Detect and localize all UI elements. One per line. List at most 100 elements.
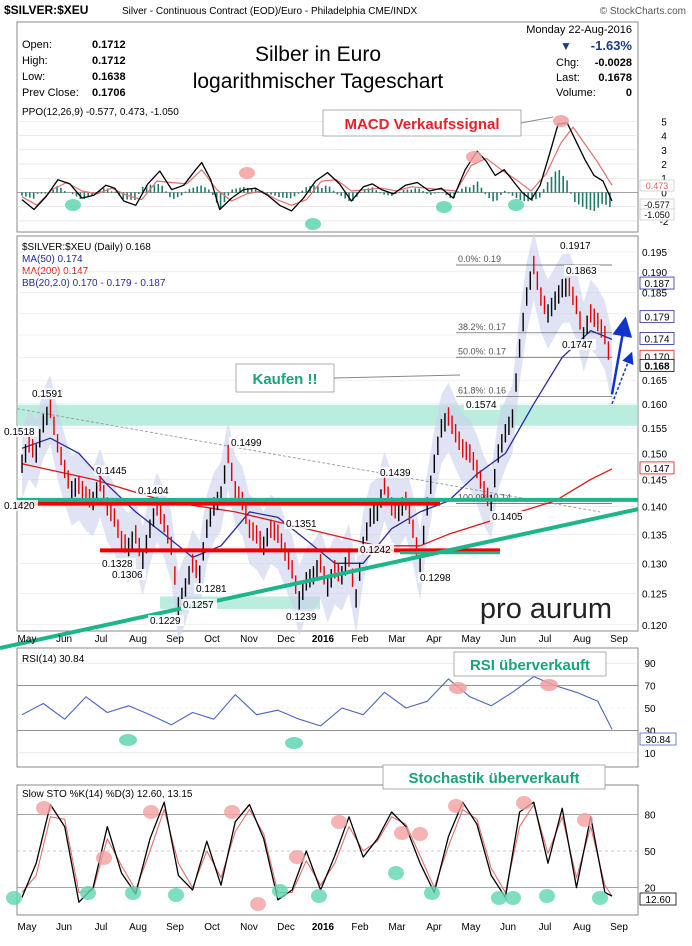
ppo-histogram-bar (485, 192, 487, 194)
price-label: 0.1242 (360, 545, 391, 556)
price-tick-label: 0.150 (642, 449, 667, 460)
ppo-histogram-bar (383, 192, 385, 194)
price-x-tick-label: Jul (539, 634, 552, 645)
ppo-histogram-bar (193, 188, 195, 193)
ppo-histogram-bar (302, 191, 304, 193)
price-label: 0.1439 (380, 468, 411, 479)
macd-annotation-text: MACD Verkaufssignal (344, 116, 499, 133)
ppo-histogram-bar (25, 192, 27, 196)
price-label: 0.1863 (566, 266, 597, 277)
ppo-histogram-bar (282, 192, 284, 197)
price-tick-label: 0.130 (642, 559, 667, 570)
ppo-highlight-marker (508, 199, 524, 211)
ppo-histogram-bar (286, 192, 288, 198)
ppo-histogram-bar (605, 192, 607, 204)
price-label: 0.1257 (183, 600, 214, 611)
sto-highlight-oversold (505, 891, 521, 905)
ppo-histogram-bar (562, 176, 564, 193)
price-label: 0.1239 (286, 612, 317, 623)
ppo-histogram-bar (586, 192, 588, 208)
pct-change: -1.63% (591, 38, 633, 53)
ppo-histogram-bar (488, 192, 490, 198)
ppo-tick-label: 2 (661, 160, 667, 171)
sto-highlight-overbought (448, 799, 464, 813)
ppo-histogram-bar (543, 189, 545, 193)
ppo-histogram-bar (278, 192, 280, 197)
ppo-histogram-bar (181, 192, 183, 195)
ppo-histogram-bar (547, 182, 549, 193)
sto-highlight-oversold (388, 866, 404, 880)
ppo-histogram-bar (558, 170, 560, 193)
chg-value: -0.0028 (595, 57, 632, 69)
sto-highlight-oversold (125, 886, 141, 900)
sto-highlight-overbought (36, 801, 52, 815)
ppo-histogram-bar (512, 192, 514, 195)
sto-highlight-overbought (331, 815, 347, 829)
sto-x-tick-label: Oct (204, 922, 220, 933)
ppo-histogram-bar (539, 192, 541, 197)
header-source: © StockCharts.com (600, 6, 686, 17)
ppo-histogram-bar (461, 189, 463, 193)
fib-level-label: 38.2%: 0.17 (458, 322, 506, 332)
ppo-histogram-bar (570, 192, 572, 193)
ppo-histogram-bar (329, 187, 331, 193)
sto-highlight-oversold (539, 889, 555, 903)
sto-x-tick-label: Apr (426, 922, 442, 933)
chg-label: Chg: (556, 57, 579, 69)
ppo-histogram-bar (434, 192, 436, 193)
price-label: 0.1404 (138, 486, 169, 497)
ppo-histogram-bar (430, 192, 432, 194)
ppo-histogram-bar (500, 192, 502, 195)
sto-highlight-overbought (394, 826, 410, 840)
ppo-histogram-bar (387, 192, 389, 195)
sto-tick-label: 50 (644, 847, 656, 858)
ppo-histogram-bar (516, 192, 518, 198)
price-x-tick-label: Jun (500, 634, 516, 645)
rsi-value-label: 30.84 (645, 735, 670, 746)
price-tick-label: 0.140 (642, 502, 667, 513)
ppo-histogram-bar (185, 192, 187, 193)
volume-value: 0 (626, 87, 632, 99)
ppo-histogram-bar (235, 189, 237, 193)
price-label: 0.1351 (286, 519, 317, 530)
ppo-histogram-bar (465, 187, 467, 193)
fib-level-label: 50.0%: 0.17 (458, 346, 506, 356)
ppo-histogram-bar (33, 192, 35, 198)
ppo-histogram-bar (189, 189, 191, 193)
sto-x-tick-label: Jun (500, 922, 516, 933)
sto-highlight-oversold (6, 891, 22, 905)
high-value: 0.1712 (92, 55, 126, 67)
price-legend-item: MA(50) 0.174 (22, 254, 83, 265)
header-symbol: $SILVER:$XEU (4, 3, 88, 17)
ppo-histogram-bar (340, 192, 342, 195)
ppo-histogram-bar (574, 192, 576, 201)
ppo-histogram-bar (442, 192, 444, 193)
price-x-tick-label: May (18, 634, 37, 645)
price-label: 0.1917 (560, 241, 591, 252)
ppo-histogram-bar (200, 185, 202, 192)
price-marker-label: 0.187 (644, 279, 669, 290)
ppo-histogram-bar (477, 182, 479, 193)
price-legend-item: MA(200) 0.147 (22, 266, 89, 277)
price-marker-label: 0.179 (644, 313, 669, 324)
sto-highlight-oversold (168, 888, 184, 902)
price-x-tick-label: Feb (351, 634, 369, 645)
sto-value-label: 12.60 (645, 895, 670, 906)
sto-highlight-overbought (412, 827, 428, 841)
price-tick-label: 0.165 (642, 376, 667, 387)
ppo-histogram-bar (274, 192, 276, 195)
sto-x-tick-label: May (462, 922, 481, 933)
ppo-histogram-bar (422, 191, 424, 193)
ppo-histogram-bar (298, 192, 300, 193)
price-label: 0.1445 (96, 466, 127, 477)
ppo-histogram-bar (52, 190, 54, 193)
ppo-highlight-marker (466, 151, 482, 163)
ppo-histogram-bar (555, 171, 557, 192)
ppo-histogram-bar (196, 186, 198, 192)
ppo-highlight-marker (239, 167, 255, 179)
ppo-legend: PPO(12,26,9) -0.577, 0.473, -1.050 (22, 107, 179, 118)
ppo-histogram-bar (169, 192, 171, 197)
sto-highlight-oversold (491, 891, 507, 905)
price-x-tick-label: Jul (95, 634, 108, 645)
